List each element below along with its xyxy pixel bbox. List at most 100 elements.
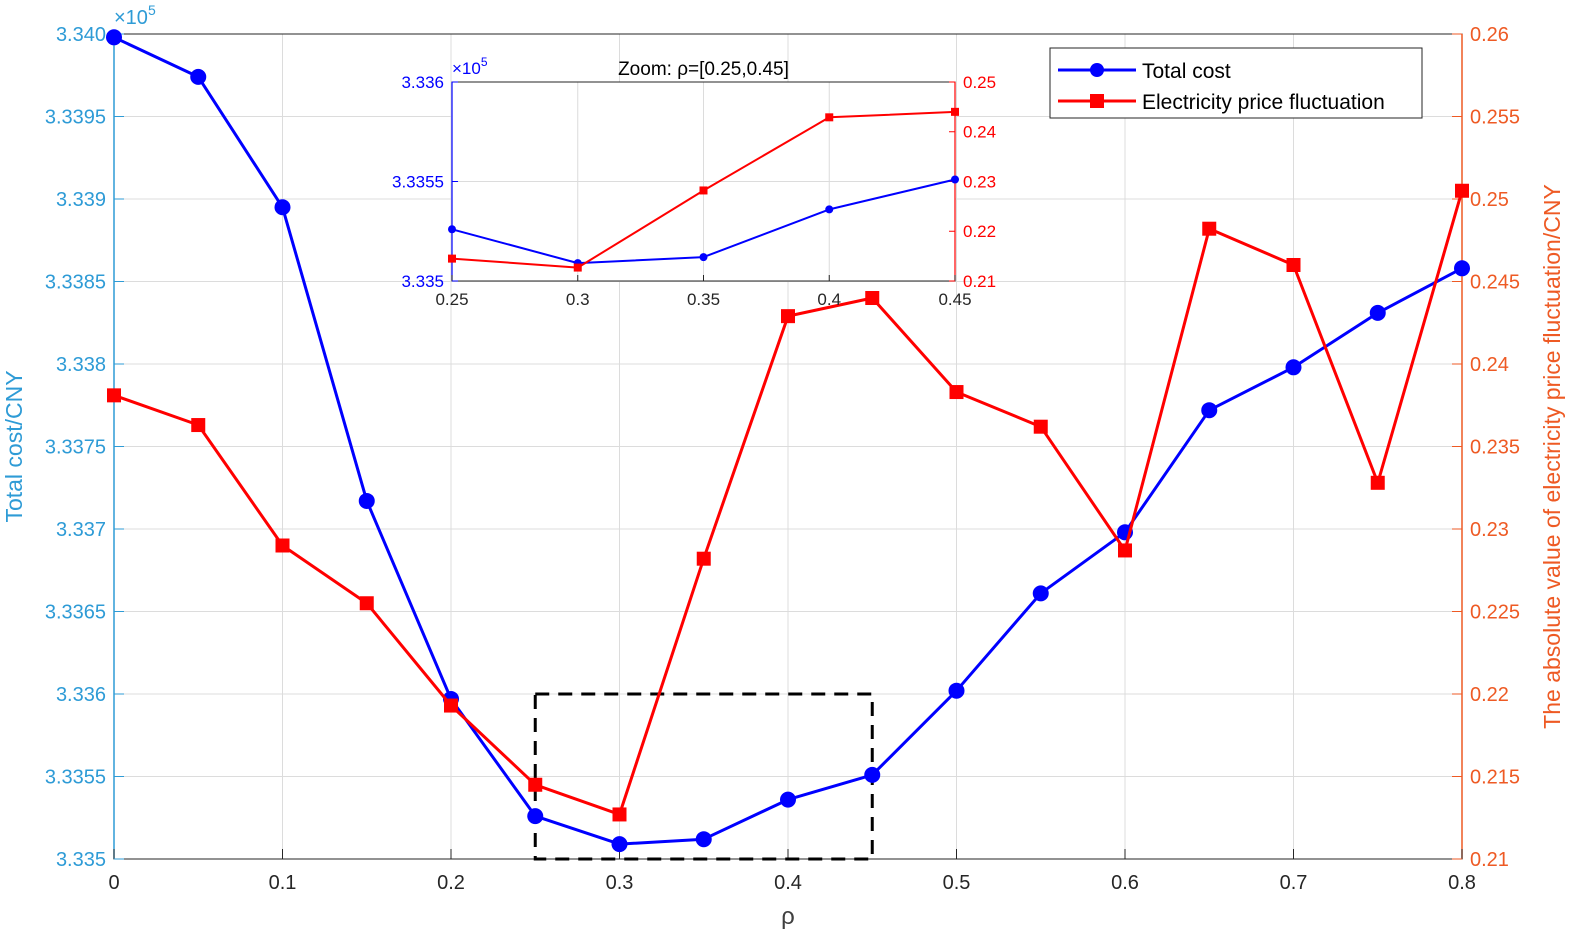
inset-y-left-ticks: 3.335 3.3355 3.336 (392, 73, 458, 291)
legend: Total cost Electricity price fluctuation (1049, 47, 1423, 119)
inset-point-total-cost (699, 253, 708, 262)
inset-plot: 0.25 0.3 0.35 0.4 0.45 3.335 3.3355 3.336 0.21… (392, 55, 996, 309)
main-point-total-cost (358, 492, 375, 509)
inset-x-tick-label: 0.25 (435, 290, 468, 309)
main-x-tick-label: 0.5 (943, 872, 971, 894)
main-point-price (865, 291, 880, 305)
main-x-tick-label: 0.4 (774, 872, 802, 894)
main-y-left-tick-label: 3.3375 (45, 437, 106, 459)
main-point-total-cost (274, 199, 291, 216)
inset-x-tick-label: 0.45 (938, 290, 971, 309)
main-point-total-cost (1032, 585, 1049, 602)
main-x-ticks: 0 0.1 0.2 0.3 0.4 0.5 0.6 0.7 0.8 (108, 849, 1476, 894)
inset-y-right-tick-label: 0.23 (963, 172, 996, 191)
main-point-price (949, 385, 964, 400)
main-y-left-axis-label: Total cost/CNY (1, 370, 27, 522)
main-y-left-tick-label: 3.3365 (45, 602, 106, 624)
main-y-right-tick-label: 0.25 (1470, 189, 1509, 211)
inset-y-left-tick-label: 3.336 (401, 73, 444, 92)
inset-y-right-ticks: 0.21 0.22 0.23 0.24 0.25 (949, 73, 996, 291)
main-point-price (528, 777, 543, 792)
main-x-axis-label: ρ (781, 903, 795, 930)
main-x-tick-label: 0.8 (1448, 872, 1476, 894)
main-point-price (107, 388, 121, 403)
main-y-right-tick-label: 0.245 (1470, 272, 1520, 294)
main-point-price (1370, 475, 1385, 490)
legend-box (1049, 47, 1423, 119)
main-point-total-cost (1285, 359, 1302, 376)
main-left-exponent: ×105 (114, 2, 156, 29)
main-point-total-cost (527, 808, 544, 825)
inset-point-price (573, 263, 582, 272)
main-y-left-tick-label: 3.339 (56, 189, 106, 211)
main-y-right-tick-label: 0.235 (1470, 437, 1520, 459)
inset-x-tick-label: 0.3 (566, 290, 590, 309)
main-y-right-tick-label: 0.22 (1470, 684, 1509, 706)
main-y-left-tick-label: 3.336 (56, 684, 106, 706)
inset-point-price (951, 107, 959, 116)
legend-label-price: Electricity price fluctuation (1142, 91, 1385, 114)
main-point-total-cost (948, 682, 965, 699)
inset-point-total-cost (448, 225, 456, 234)
main-point-price (1202, 221, 1217, 236)
main-point-total-cost (1201, 402, 1218, 419)
legend-marker-price (1090, 94, 1104, 108)
main-series (106, 29, 1470, 853)
main-point-price (1118, 543, 1132, 558)
inset-point-total-cost (951, 175, 959, 184)
main-point-price (1455, 183, 1469, 198)
main-point-total-cost (190, 68, 207, 85)
inset-y-right-tick-label: 0.21 (963, 272, 996, 291)
main-y-right-tick-label: 0.225 (1470, 602, 1520, 624)
inset-point-total-cost (825, 205, 834, 214)
main-point-price (1033, 419, 1048, 434)
main-y-left-tick-label: 3.3385 (45, 272, 106, 294)
inset-x-tick-label: 0.4 (817, 290, 841, 309)
main-y-right-tick-label: 0.21 (1470, 849, 1509, 871)
inset-title: Zoom: ρ=[0.25,0.45] (618, 59, 789, 80)
main-y-left-tick-label: 3.338 (56, 354, 106, 376)
main-x-tick-label: 0.6 (1111, 872, 1139, 894)
main-point-price (275, 538, 290, 553)
main-x-tick-label: 0.1 (269, 872, 297, 894)
main-point-total-cost (780, 791, 796, 808)
main-point-total-cost (1369, 304, 1386, 321)
main-y-left-ticks: 3.335 3.3355 3.336 3.3365 3.337 3.3375 3.338 3.… (45, 24, 124, 871)
inset-y-right-tick-label: 0.22 (963, 222, 996, 241)
main-point-price (359, 596, 374, 611)
inset-series (448, 107, 959, 272)
main-y-left-tick-label: 3.337 (56, 519, 106, 541)
inset-point-price (825, 113, 834, 122)
main-point-price (696, 551, 711, 566)
main-y-right-ticks: 0.21 0.215 0.22 0.225 0.23 0.235 0.24 0.245 0.25… (1452, 24, 1520, 871)
main-y-right-tick-label: 0.23 (1470, 519, 1509, 541)
inset-left-exponent: ×105 (452, 55, 488, 78)
inset-y-right-tick-label: 0.24 (963, 123, 996, 142)
main-y-right-tick-label: 0.255 (1470, 107, 1520, 129)
main-point-total-cost (864, 766, 881, 783)
main-y-right-tick-label: 0.215 (1470, 767, 1520, 789)
inset-y-right-tick-label: 0.25 (963, 73, 996, 92)
main-x-tick-label: 0 (108, 872, 119, 894)
main-point-price (191, 418, 206, 433)
legend-label-total-cost: Total cost (1142, 60, 1231, 83)
main-point-price (781, 309, 795, 324)
main-y-left-tick-label: 3.3395 (45, 107, 106, 129)
main-point-total-cost (1454, 260, 1470, 277)
main-point-price (444, 698, 458, 713)
main-point-total-cost (611, 836, 628, 853)
inset-y-left-tick-label: 3.3355 (392, 172, 444, 191)
legend-marker-total-cost (1090, 63, 1104, 77)
main-x-tick-label: 0.2 (437, 872, 465, 894)
main-point-price (1286, 258, 1301, 272)
inset-y-left-tick-label: 3.335 (401, 272, 444, 291)
main-point-price (612, 807, 627, 822)
main-y-left-tick-label: 3.3355 (45, 767, 106, 789)
inset-x-ticks: 0.25 0.3 0.35 0.4 0.45 (435, 275, 972, 309)
main-y-right-axis-label: The absolute value of electricity price … (1539, 184, 1565, 729)
inset-point-price (448, 254, 456, 263)
inset-point-price (699, 186, 708, 195)
main-y-left-tick-label: 3.340 (56, 24, 106, 46)
